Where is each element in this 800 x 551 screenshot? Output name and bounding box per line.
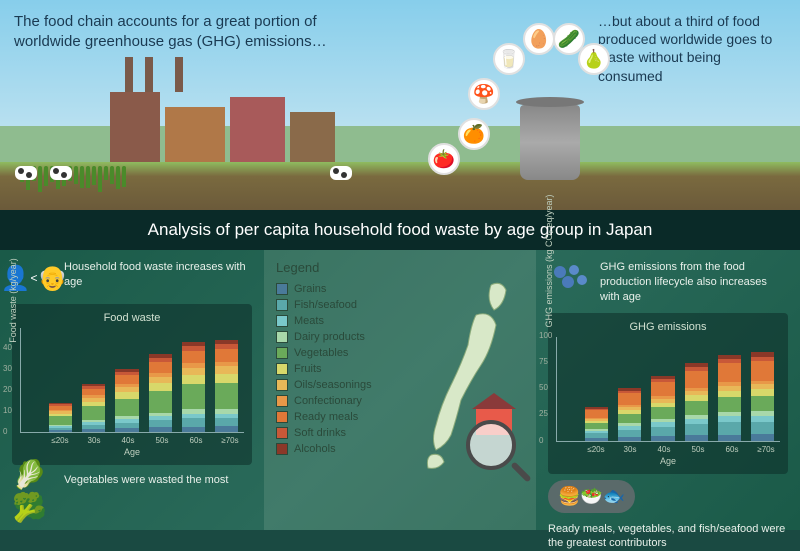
food-icon: 🍄 [468,78,500,110]
magnifier-icon [466,420,516,470]
farm-illustration: 🍅 🍊 🍄 🥛 🥚 🥒 🍐 [0,70,800,210]
food-icon: 🍅 [428,143,460,175]
chart-title: Food waste [20,312,244,324]
cow-icon [330,166,352,180]
analysis-panel: 👤<👴 Household food waste increases with … [0,250,800,530]
left-fact-1: Household food waste increases with age [64,260,252,290]
chart-bar [115,369,138,432]
food-waste-chart: Food waste Food waste (kg/year) 01020304… [12,304,252,465]
chart-bar [149,354,172,432]
ghg-emissions-chart: GHG emissions GHG emissions (kg CO₂ eq/y… [548,313,788,474]
analysis-title: Analysis of per capita household food wa… [0,210,800,250]
chart-bar [618,388,641,440]
right-fact-2: Ready meals, vegetables, and fish/seafoo… [548,522,788,551]
chart-title: GHG emissions [556,321,780,333]
people-age-icon: 👤<👴 [12,260,56,296]
japan-map-icon [406,270,526,490]
x-axis-label: Age [20,447,244,457]
chart-bar [585,407,608,441]
chart-bar [82,384,105,432]
right-column: GHG emissions from the food production l… [536,250,800,530]
y-axis-label: GHG emissions (kg CO₂ eq/year) [544,194,554,327]
middle-column: Legend GrainsFish/seafoodMeatsDairy prod… [264,250,536,530]
food-icon: 🥚 [523,23,555,55]
chart-bar [182,342,205,432]
x-axis-label: Age [556,456,780,466]
chart-bar [718,355,741,441]
ghg-molecules-icon [548,260,592,296]
left-fact-2: Vegetables were wasted the most [64,473,228,488]
food-icon: 🍊 [458,118,490,150]
vegetables-icon: 🥬🥦 [12,473,56,509]
meals-cloud-icon: 🍔🥗🐟 [548,482,635,518]
chart-bar [685,363,708,441]
y-axis-label: Food waste (kg/year) [8,258,18,343]
trashcan-icon [520,105,580,180]
chart-bar [751,352,774,440]
top-hero: The food chain accounts for a great port… [0,0,800,210]
food-icon: 🍐 [578,43,610,75]
chart-bar [215,340,238,432]
right-fact-1: GHG emissions from the food production l… [600,260,788,305]
chart-bar [651,376,674,441]
left-column: 👤<👴 Household food waste increases with … [0,250,264,530]
cow-icon [15,166,37,180]
chart-bar [49,403,72,432]
food-icon: 🥛 [493,43,525,75]
cow-icon [50,166,72,180]
